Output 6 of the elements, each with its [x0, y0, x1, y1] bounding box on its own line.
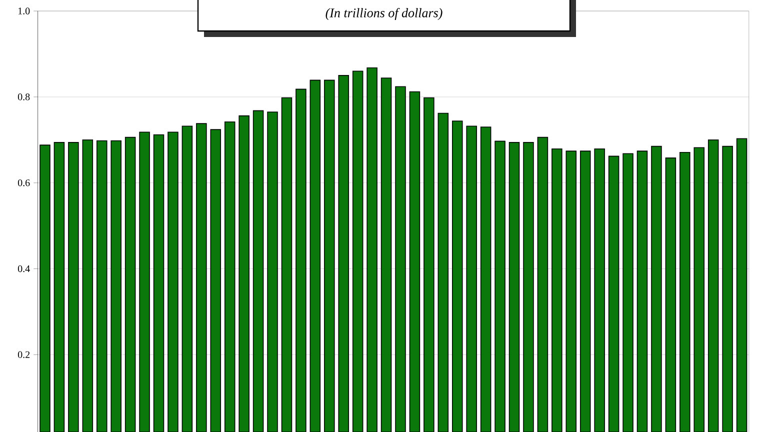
y-tick-label: 0.6 [18, 179, 30, 186]
y-tick-label: 1.0 [18, 8, 30, 14]
y-tick-label: 0.8 [18, 94, 30, 100]
chart-subtitle: (In trillions of dollars) [326, 8, 442, 20]
y-tick-label: 0.2 [18, 351, 30, 358]
y-tick-label: 0.4 [18, 265, 30, 272]
